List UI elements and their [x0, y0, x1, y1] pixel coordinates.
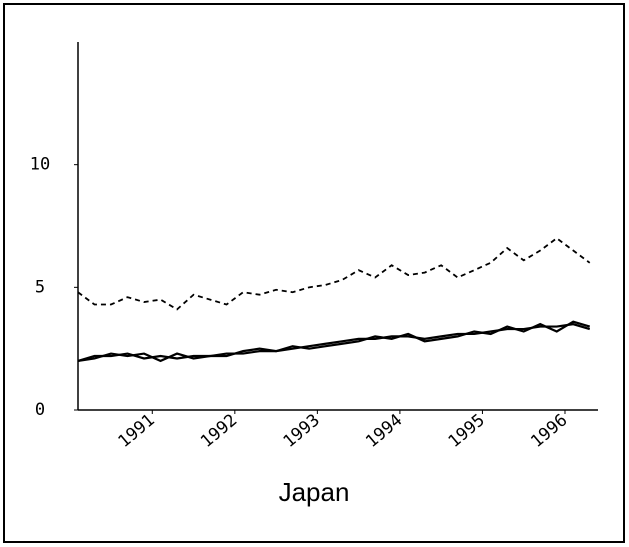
x-tick-label: 1991	[114, 410, 158, 452]
x-tick-label: 1994	[362, 410, 406, 452]
x-tick-label: 1993	[280, 410, 324, 452]
y-tick-label: 0	[35, 400, 45, 420]
series-line	[77, 237, 591, 311]
x-tick-label: 1995	[445, 410, 489, 452]
chart-title: Japan	[279, 477, 350, 507]
frame	[3, 3, 625, 543]
y-tick-label: 5	[35, 277, 45, 297]
x-tick-label: 1992	[197, 410, 241, 452]
series-line	[77, 323, 591, 362]
y-tick-label: 10	[30, 155, 50, 175]
series-line	[77, 320, 591, 363]
x-tick-label: 1996	[527, 410, 571, 452]
